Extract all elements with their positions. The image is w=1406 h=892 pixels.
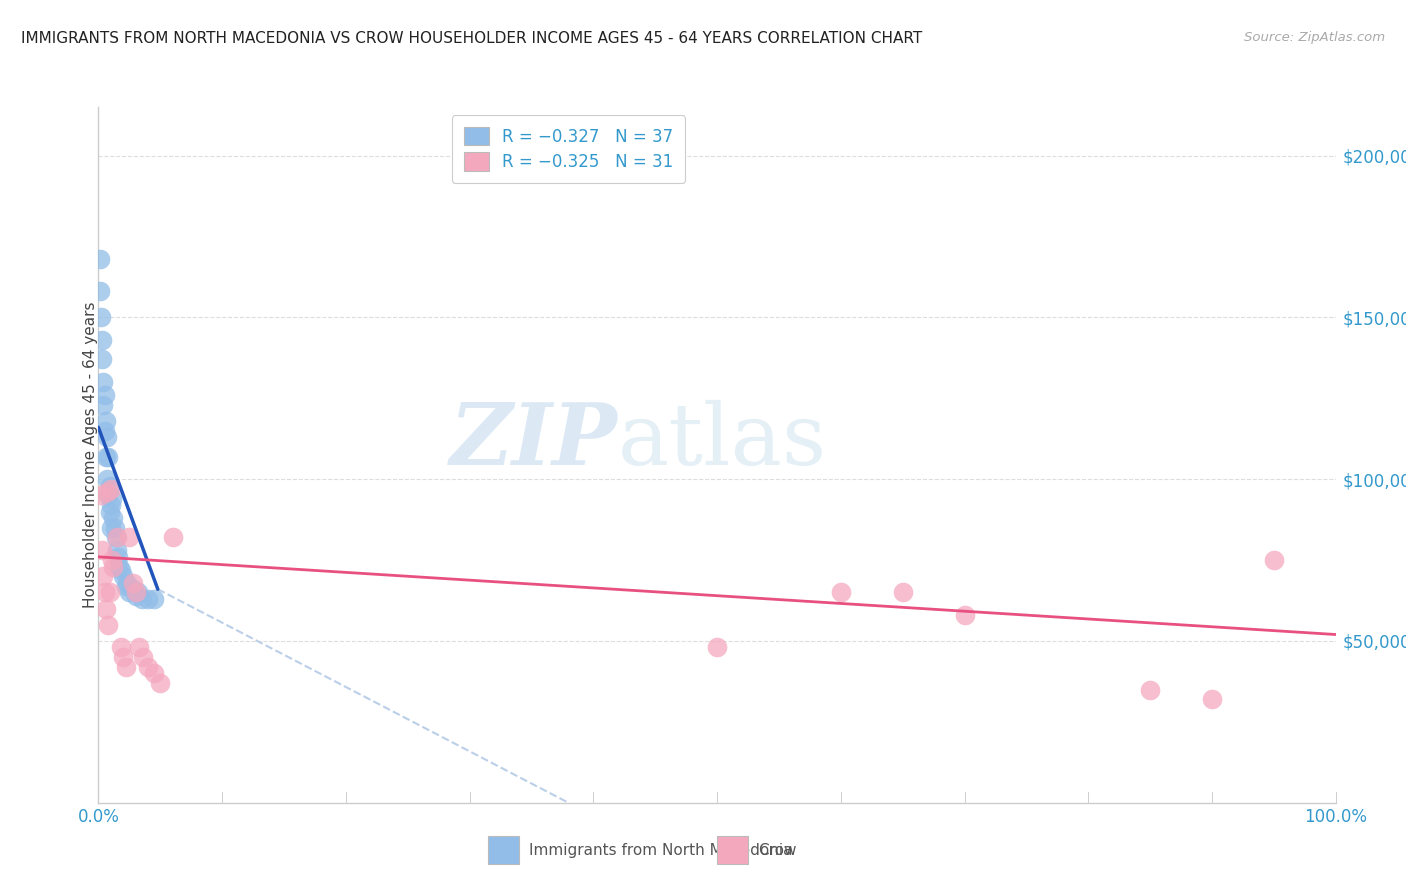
Point <box>94 450 117 464</box>
Point <box>96 485 118 500</box>
Point <box>136 591 159 606</box>
Point <box>94 414 117 428</box>
Point <box>93 375 115 389</box>
Point <box>89 285 111 299</box>
Point <box>94 601 117 615</box>
Point <box>114 660 136 674</box>
Point <box>107 549 129 564</box>
Point <box>128 640 150 655</box>
Text: Crow: Crow <box>758 843 796 857</box>
Text: ZIP: ZIP <box>450 400 619 483</box>
Point <box>830 585 852 599</box>
Point <box>149 676 172 690</box>
Point <box>122 582 145 597</box>
Text: IMMIGRANTS FROM NORTH MACEDONIA VS CROW HOUSEHOLDER INCOME AGES 45 - 64 YEARS CO: IMMIGRANTS FROM NORTH MACEDONIA VS CROW … <box>21 31 922 46</box>
Point <box>124 585 146 599</box>
Point <box>118 585 141 599</box>
Point <box>105 543 128 558</box>
Point <box>112 569 135 583</box>
FancyBboxPatch shape <box>717 836 748 864</box>
Point <box>114 579 136 593</box>
Point <box>115 575 138 590</box>
Point <box>105 531 128 545</box>
Point <box>127 585 149 599</box>
Point <box>131 591 153 606</box>
Point <box>98 585 121 599</box>
Point <box>103 559 125 574</box>
Point <box>90 488 112 502</box>
Point <box>93 424 115 438</box>
Point <box>90 310 112 325</box>
Point <box>91 352 114 367</box>
Point <box>103 511 125 525</box>
Point <box>1139 682 1161 697</box>
Point <box>143 666 166 681</box>
Point <box>122 575 145 590</box>
Point <box>97 617 120 632</box>
Point <box>98 478 121 492</box>
Point <box>93 569 115 583</box>
Point <box>91 543 114 558</box>
Point <box>98 504 121 518</box>
Point <box>110 640 132 655</box>
Point <box>108 559 131 574</box>
Point <box>93 398 115 412</box>
Text: Immigrants from North Macedonia: Immigrants from North Macedonia <box>529 843 793 857</box>
Point <box>97 450 120 464</box>
Point <box>89 252 111 267</box>
Point <box>103 521 125 535</box>
Text: atlas: atlas <box>619 400 827 483</box>
Point <box>706 640 728 655</box>
Point <box>162 531 184 545</box>
Point <box>1263 553 1285 567</box>
Point <box>100 482 122 496</box>
Point <box>104 531 127 545</box>
Point <box>100 498 122 512</box>
Point <box>953 608 976 623</box>
Point <box>97 488 120 502</box>
Point <box>1201 692 1223 706</box>
Point <box>93 388 115 402</box>
Point <box>112 650 135 665</box>
Point <box>110 563 132 577</box>
Point <box>101 553 124 567</box>
Point <box>100 521 122 535</box>
Y-axis label: Householder Income Ages 45 - 64 years: Householder Income Ages 45 - 64 years <box>83 301 97 608</box>
Point <box>96 430 118 444</box>
Point <box>96 472 118 486</box>
Text: Source: ZipAtlas.com: Source: ZipAtlas.com <box>1244 31 1385 45</box>
Point <box>91 333 114 347</box>
FancyBboxPatch shape <box>488 836 519 864</box>
Point <box>101 491 124 506</box>
Point <box>132 650 155 665</box>
Point <box>143 591 166 606</box>
Point <box>124 589 146 603</box>
Point <box>118 531 141 545</box>
Legend: R = −0.327   N = 37, R = −0.325   N = 31: R = −0.327 N = 37, R = −0.325 N = 31 <box>453 115 685 183</box>
Point <box>891 585 914 599</box>
Point <box>93 585 115 599</box>
Point <box>136 660 159 674</box>
